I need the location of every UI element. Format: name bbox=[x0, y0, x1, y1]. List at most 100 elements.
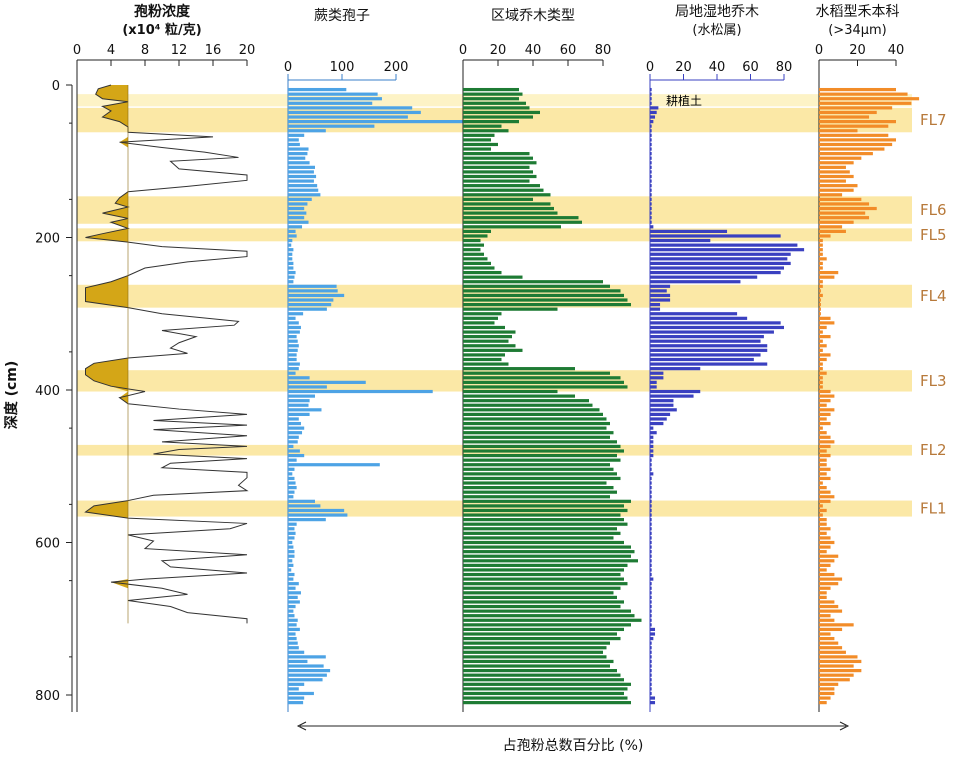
bar bbox=[463, 527, 617, 531]
bar bbox=[819, 206, 877, 211]
bar bbox=[819, 664, 854, 668]
bar bbox=[288, 344, 299, 348]
bar bbox=[819, 490, 831, 494]
bar bbox=[463, 444, 621, 449]
bar bbox=[463, 344, 516, 348]
bar bbox=[650, 604, 652, 609]
bar bbox=[650, 421, 664, 426]
bar bbox=[463, 664, 610, 668]
x-tick-label: 40 bbox=[525, 43, 542, 58]
x-tick-label: 0 bbox=[815, 43, 823, 58]
bar bbox=[288, 467, 295, 471]
bar bbox=[288, 595, 298, 599]
bar bbox=[819, 248, 823, 252]
bar bbox=[463, 275, 523, 279]
bar bbox=[463, 335, 512, 339]
bar bbox=[288, 188, 319, 192]
bar bbox=[650, 156, 652, 160]
bar bbox=[288, 536, 295, 540]
bar bbox=[463, 408, 600, 412]
bar bbox=[288, 257, 293, 261]
bar bbox=[650, 325, 784, 330]
bar bbox=[650, 284, 671, 288]
bar bbox=[288, 696, 305, 700]
bar bbox=[288, 252, 293, 256]
bar bbox=[463, 627, 624, 632]
bar bbox=[463, 490, 617, 494]
bar bbox=[463, 431, 614, 435]
bar bbox=[819, 614, 831, 618]
bar bbox=[650, 444, 654, 449]
bar bbox=[463, 261, 491, 266]
bar bbox=[819, 138, 896, 142]
bar bbox=[463, 325, 505, 330]
bar bbox=[463, 312, 502, 316]
bar bbox=[463, 499, 631, 503]
bar bbox=[463, 147, 491, 151]
bar bbox=[650, 138, 652, 142]
bar bbox=[819, 380, 823, 384]
bar bbox=[288, 440, 298, 444]
bar bbox=[819, 691, 835, 696]
bar bbox=[463, 330, 516, 334]
bar bbox=[463, 202, 551, 206]
bar bbox=[650, 289, 667, 293]
bar bbox=[463, 321, 495, 325]
bar bbox=[288, 687, 299, 691]
bar bbox=[288, 508, 345, 513]
bar bbox=[288, 623, 297, 627]
bar bbox=[819, 440, 835, 444]
bar bbox=[288, 330, 300, 334]
bar bbox=[650, 650, 652, 654]
bar bbox=[288, 559, 293, 563]
bar bbox=[463, 184, 540, 188]
bar bbox=[463, 563, 628, 567]
bar bbox=[288, 170, 314, 174]
x-tick-label: 40 bbox=[888, 43, 905, 58]
bar bbox=[650, 659, 652, 664]
bar bbox=[819, 92, 908, 96]
bar bbox=[463, 371, 610, 375]
bar bbox=[819, 604, 839, 609]
bar bbox=[650, 627, 656, 632]
bar bbox=[463, 234, 488, 238]
bar bbox=[650, 614, 652, 618]
bar bbox=[288, 92, 378, 96]
panel-subtitle: (>34μm) bbox=[828, 23, 887, 38]
bar bbox=[650, 229, 728, 233]
bar bbox=[463, 298, 628, 302]
bar bbox=[463, 463, 610, 467]
bar bbox=[819, 582, 839, 586]
bar bbox=[463, 133, 495, 137]
bar bbox=[463, 280, 603, 284]
bar bbox=[650, 572, 652, 577]
bar bbox=[819, 284, 823, 288]
bar bbox=[650, 586, 652, 590]
bar bbox=[288, 545, 294, 549]
bar bbox=[463, 238, 481, 243]
bar bbox=[819, 559, 835, 563]
bar bbox=[288, 206, 305, 211]
bar bbox=[819, 142, 893, 147]
bar bbox=[819, 504, 823, 508]
bar bbox=[819, 234, 831, 238]
bar bbox=[650, 641, 652, 645]
bar bbox=[288, 385, 327, 389]
bar bbox=[819, 435, 831, 439]
bar bbox=[463, 518, 624, 522]
bar bbox=[650, 152, 652, 156]
bar bbox=[650, 261, 791, 266]
bar bbox=[463, 495, 610, 499]
bar bbox=[463, 659, 614, 664]
bar bbox=[288, 577, 294, 581]
bar bbox=[463, 106, 530, 110]
bar bbox=[650, 623, 652, 627]
bar bbox=[650, 701, 656, 705]
bar bbox=[650, 371, 664, 375]
bar bbox=[463, 614, 635, 618]
bar bbox=[288, 211, 307, 215]
bar bbox=[819, 636, 835, 641]
bar bbox=[463, 623, 631, 627]
bar bbox=[819, 669, 862, 673]
bar bbox=[288, 165, 315, 169]
